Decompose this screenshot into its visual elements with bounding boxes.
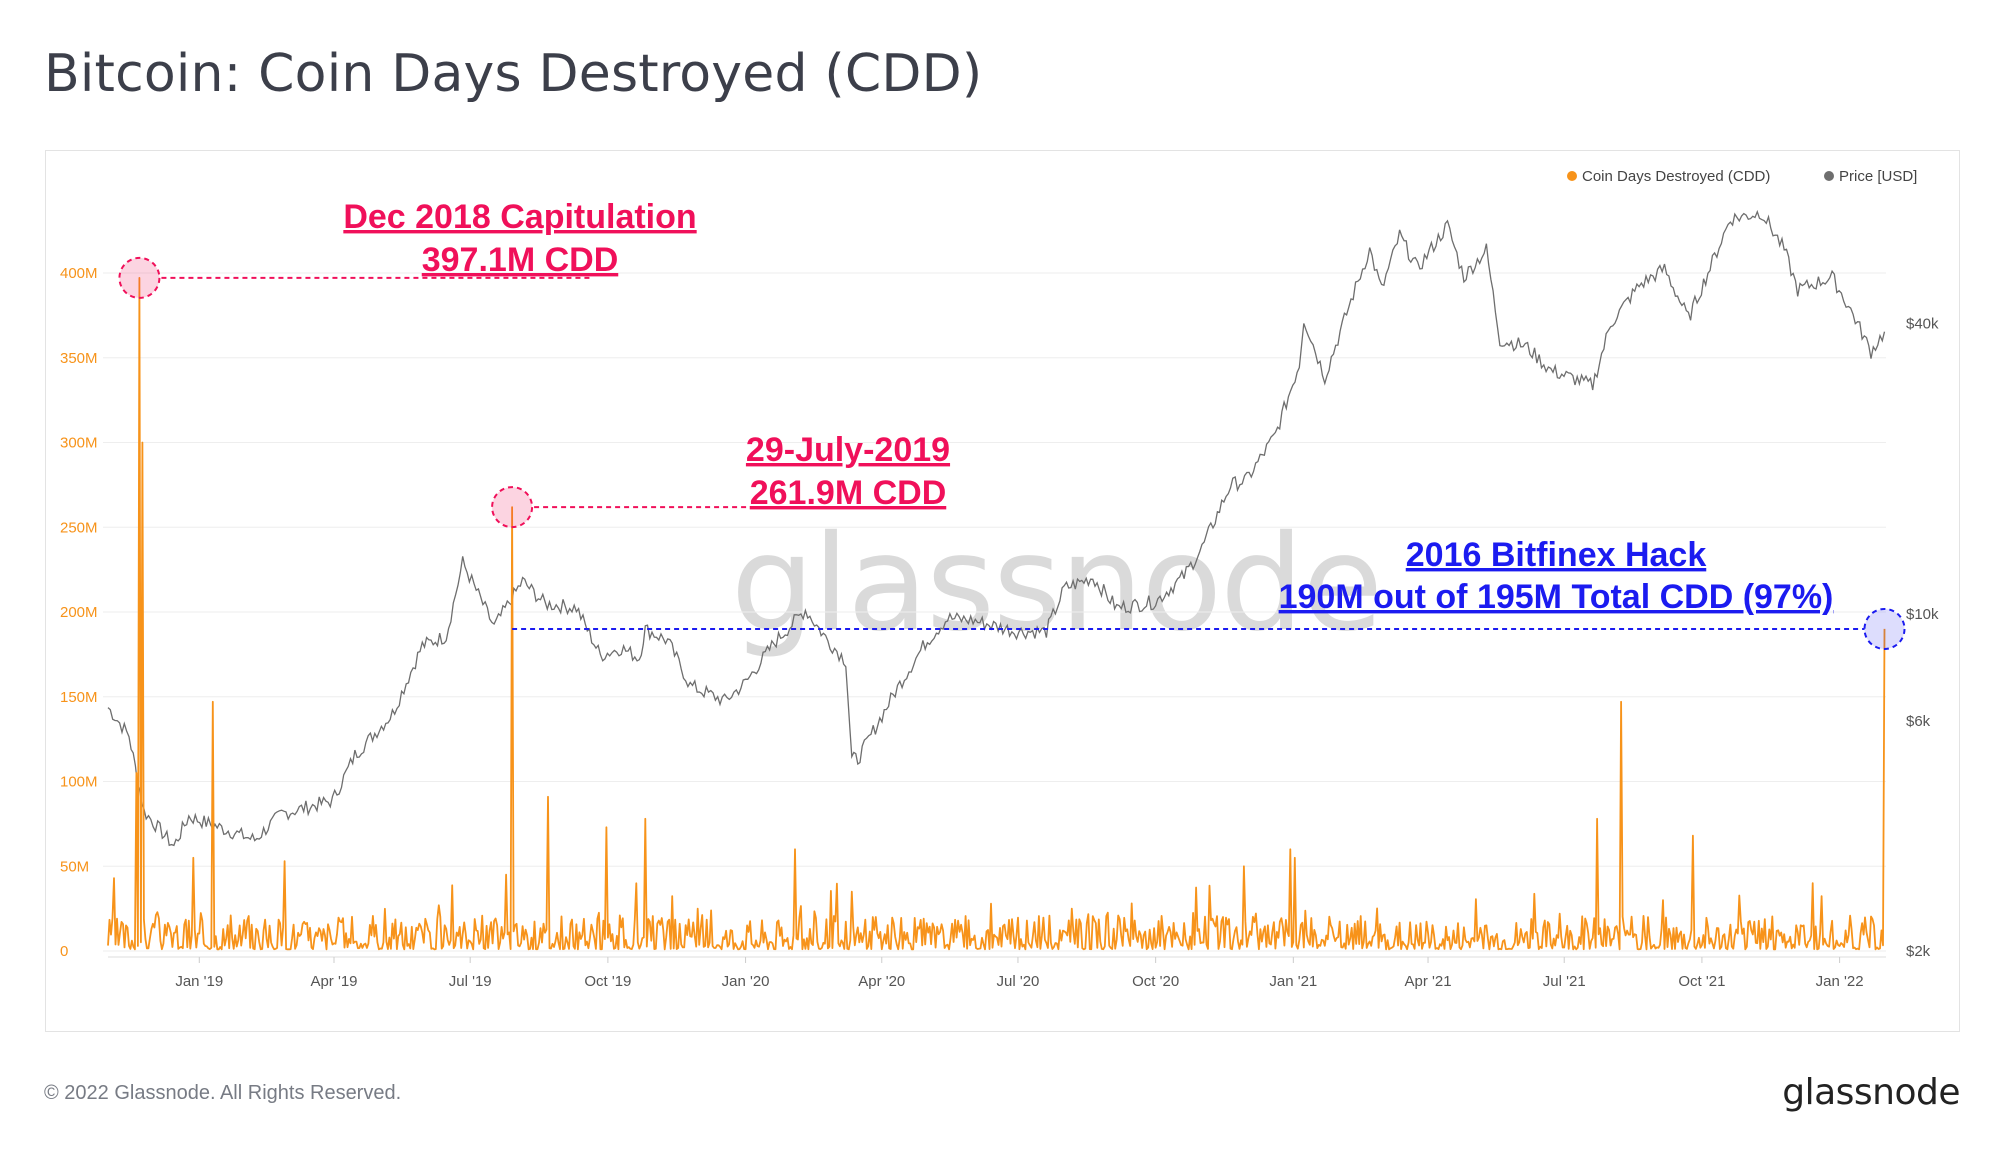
annotation-text: 2016 Bitfinex Hack [1406, 536, 1707, 574]
x-tick-label: Jul '21 [1543, 973, 1586, 990]
chart-frame: glassnode 0 50M 100M 150M 200M 250M 300M 350M 40… [45, 150, 1960, 1032]
y-tick-label-left: 400M [60, 265, 98, 282]
glassnode-logo[interactable]: glassnode [1782, 1072, 1960, 1113]
legend-label: Price [USD] [1839, 168, 1917, 185]
y-tick-label-right: $2k [1906, 943, 1931, 960]
x-tick-label: Jul '20 [997, 973, 1040, 990]
annotation-marker [491, 486, 534, 529]
chart-svg: glassnode 0 50M 100M 150M 200M 250M 300M 350M 40… [60, 168, 1939, 990]
y-tick-label-left: 0 [60, 943, 68, 960]
axis-layer: 0 50M 100M 150M 200M 250M 300M 350M 400M $2k $6k $1… [60, 265, 1939, 990]
y-tick-label-left: 250M [60, 519, 98, 536]
x-tick-label: Jan '22 [1816, 973, 1864, 990]
x-tick-label: Apr '21 [1404, 973, 1451, 990]
y-tick-label-left: 350M [60, 350, 98, 367]
x-tick-label: Apr '19 [310, 973, 357, 990]
y-tick-label-right: $40k [1906, 316, 1939, 333]
price-line [107, 209, 1886, 847]
annotation-text: 190M out of 195M Total CDD (97%) [1279, 578, 1834, 616]
x-tick-label: Oct '21 [1678, 973, 1725, 990]
legend-dot [1824, 171, 1834, 181]
y-tick-label-left: 150M [60, 689, 98, 706]
x-tick-label: Oct '20 [1132, 973, 1179, 990]
x-tick-label: Oct '19 [584, 973, 631, 990]
legend-layer: Coin Days Destroyed (CDD) Price [USD] [1567, 168, 1917, 185]
footer-copyright: © 2022 Glassnode. All Rights Reserved. [44, 1082, 402, 1104]
x-tick-label: Jan '21 [1269, 973, 1317, 990]
annotation-marker [1863, 607, 1906, 650]
annotation-text: 29-July-2019 [746, 431, 950, 469]
y-tick-label-left: 50M [60, 858, 89, 875]
grid-layer [103, 272, 1886, 958]
y-tick-label-left: 300M [60, 435, 98, 452]
annotation-text: 397.1M CDD [422, 241, 619, 279]
annotation-layer: Dec 2018 Capitulation 397.1M CDD 29-July-2… [118, 198, 1906, 650]
y-tick-label-right: $10k [1906, 606, 1939, 623]
watermark-text: glassnode [731, 507, 1381, 661]
legend-label: Coin Days Destroyed (CDD) [1582, 168, 1770, 185]
cdd-line [107, 277, 1886, 951]
cdd-layer [107, 277, 1886, 951]
legend-dot [1567, 171, 1577, 181]
x-tick-label: Jan '20 [722, 973, 770, 990]
y-tick-label-right: $6k [1906, 713, 1931, 730]
price-layer [107, 209, 1886, 847]
x-tick-label: Apr '20 [858, 973, 905, 990]
y-tick-label-left: 100M [60, 774, 98, 791]
annotation-marker [118, 256, 161, 299]
annotation-text: Dec 2018 Capitulation [343, 198, 696, 236]
x-tick-label: Jan '19 [175, 973, 223, 990]
page-title: Bitcoin: Coin Days Destroyed (CDD) [44, 44, 983, 104]
x-tick-label: Jul '19 [449, 973, 492, 990]
y-tick-label-left: 200M [60, 604, 98, 621]
annotation-text: 261.9M CDD [750, 474, 947, 512]
